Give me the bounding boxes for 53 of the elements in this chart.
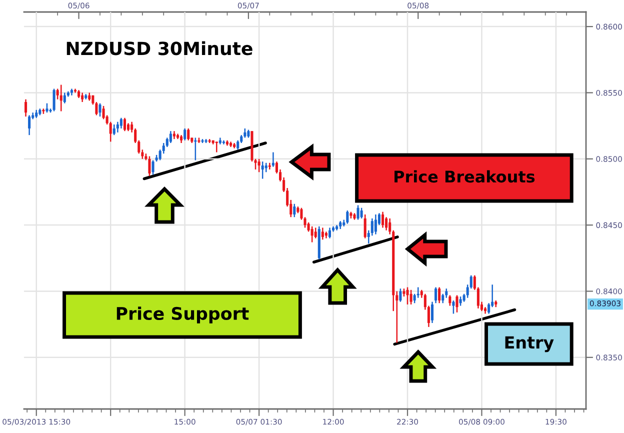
candlestick <box>328 227 332 239</box>
candlestick <box>434 286 438 304</box>
candlestick <box>28 114 31 136</box>
candlestick <box>381 211 384 228</box>
candlestick <box>261 160 264 180</box>
annotation: Entry <box>505 336 554 352</box>
candlestick <box>438 286 441 304</box>
candlestick <box>268 162 271 170</box>
candlestick <box>116 121 119 134</box>
candlestick <box>169 130 172 144</box>
candlestick <box>452 300 455 314</box>
candlestick <box>264 162 268 173</box>
candlestick <box>410 289 412 306</box>
candlestick <box>52 88 56 112</box>
candlestick <box>148 156 151 177</box>
candlestick <box>399 288 402 302</box>
candlestick <box>24 98 28 118</box>
candlestick <box>123 117 126 132</box>
candlestick <box>98 102 102 118</box>
candlestick <box>360 207 363 220</box>
candlestick <box>321 227 324 240</box>
candlestick <box>374 214 377 235</box>
candlestick <box>442 293 444 304</box>
candlestick <box>184 128 186 141</box>
annotation: Price Breakouts <box>394 170 535 183</box>
candlestick <box>63 92 66 104</box>
candlestick <box>187 128 190 141</box>
candlestick <box>112 124 116 136</box>
candlestick <box>314 227 317 239</box>
candlestick <box>258 158 260 173</box>
candlestick <box>456 294 458 314</box>
candlestick <box>448 294 452 306</box>
candlestick <box>95 101 98 116</box>
candlestick <box>120 117 122 130</box>
candlestick <box>346 210 349 224</box>
candlestick <box>272 152 274 168</box>
candlestick <box>81 92 84 103</box>
candlestick <box>356 204 360 220</box>
candlestick <box>152 160 154 176</box>
candlestick <box>370 218 374 236</box>
candlestick <box>430 301 434 324</box>
candlestick <box>46 102 48 114</box>
candlestick <box>236 140 240 150</box>
candlestick <box>215 141 218 153</box>
candlestick <box>310 226 314 243</box>
candlestick <box>459 296 462 306</box>
candlestick <box>406 286 409 306</box>
annotation: Price Support <box>116 306 249 324</box>
text: NZDUSD 30Minute <box>66 41 252 56</box>
candlestick <box>293 203 296 218</box>
candlestick <box>364 214 366 239</box>
candlestick <box>385 216 388 231</box>
candlestick <box>60 84 62 112</box>
